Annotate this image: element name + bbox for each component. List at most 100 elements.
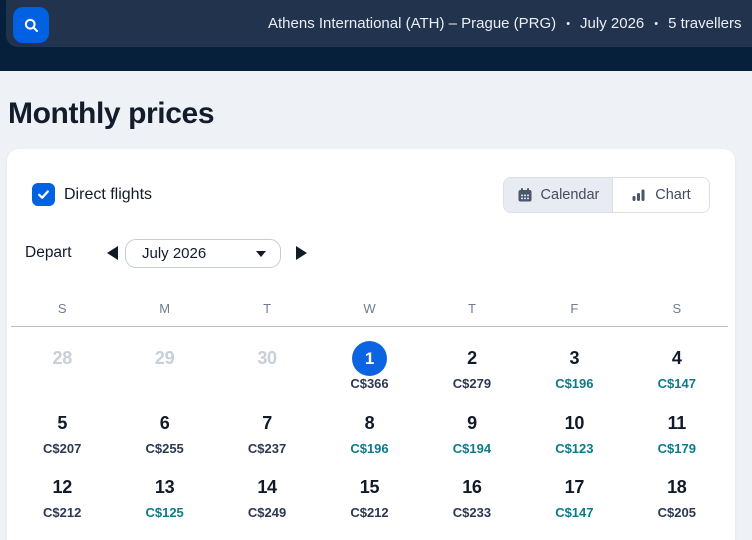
day-number: 6 <box>159 412 170 433</box>
calendar-day-cell[interactable]: 6 C$255 <box>113 404 215 469</box>
day-price: C$366 <box>350 376 389 391</box>
day-number: 18 <box>667 477 687 497</box>
day-number: 29 <box>154 348 175 368</box>
view-toggle: Calendar Chart <box>503 177 710 213</box>
calendar-day-cell[interactable]: 2 C$279 <box>421 339 523 404</box>
calendar-day-cell[interactable]: 7 C$237 <box>216 404 318 469</box>
calendar-day-cell[interactable]: 17 C$147 <box>523 468 625 533</box>
calendar-grid: 28 29 30 1 C$366 2 C$279 3 C$196 4 C$147 5 C$… <box>11 339 728 533</box>
day-price: C$147 <box>657 376 696 391</box>
check-icon <box>38 190 49 199</box>
calendar-day-cell[interactable]: 4 C$147 <box>626 339 728 404</box>
day-number: 1 <box>364 348 375 368</box>
direct-flights-label[interactable]: Direct flights <box>64 186 153 203</box>
trip-travellers: 5 travellers <box>668 15 742 32</box>
calendar-divider <box>11 326 728 327</box>
previous-month-button[interactable] <box>103 243 121 263</box>
calendar-day-cell[interactable]: 3 C$196 <box>523 339 625 404</box>
day-number: 4 <box>671 348 682 368</box>
trip-summary[interactable]: Athens International (ATH) – Prague (PRG… <box>268 0 741 47</box>
calendar-view-button[interactable]: Calendar <box>504 178 612 212</box>
dow-label: S <box>57 301 67 316</box>
day-price: C$212 <box>43 505 82 520</box>
chevron-left-icon <box>106 246 118 260</box>
dow-label: T <box>467 301 476 316</box>
calendar-day-cell[interactable]: 10 C$123 <box>523 404 625 469</box>
calendar-day-cell[interactable]: 15 C$212 <box>318 468 420 533</box>
month-select[interactable]: July 2026 <box>125 239 281 268</box>
calendar-day-cell[interactable]: 8 C$196 <box>318 404 420 469</box>
day-price: C$249 <box>247 505 287 520</box>
calendar-day-cell[interactable]: 9 C$194 <box>421 404 523 469</box>
monthly-prices-card: Direct flights Calendar <box>7 149 735 540</box>
calendar-day-cell[interactable]: 18 C$205 <box>626 468 728 533</box>
month-select-value: July 2026 <box>142 245 207 262</box>
direct-flights-checkbox[interactable] <box>32 183 55 206</box>
calendar-day-cell: 30 <box>216 339 318 404</box>
day-price: C$237 <box>247 440 287 456</box>
day-number: 11 <box>667 412 687 433</box>
calendar-day-cell: 29 <box>113 339 215 404</box>
day-number: 2 <box>467 348 477 368</box>
calendar-day-cell[interactable]: 5 C$207 <box>11 404 113 469</box>
calendar-view-label: Calendar <box>540 187 600 203</box>
search-button[interactable] <box>13 7 49 43</box>
separator-dot: • <box>654 18 659 30</box>
day-number: 15 <box>359 477 380 497</box>
day-price: C$179 <box>657 440 696 456</box>
calendar-day-cell[interactable]: 13 C$125 <box>113 468 215 533</box>
day-number: 16 <box>462 477 482 497</box>
day-price: C$212 <box>350 505 389 520</box>
day-number: 3 <box>569 348 580 368</box>
search-summary-bar: Athens International (ATH) – Prague (PRG… <box>6 0 752 47</box>
dow-label: W <box>363 301 376 316</box>
day-price: C$279 <box>452 376 492 391</box>
day-number: 17 <box>564 477 585 497</box>
day-price: C$255 <box>145 440 184 456</box>
trip-month: July 2026 <box>580 15 645 32</box>
day-number: 30 <box>257 348 277 368</box>
day-number: 28 <box>52 348 72 368</box>
day-number: 13 <box>154 477 175 497</box>
day-number: 14 <box>257 477 277 497</box>
day-price: C$207 <box>43 440 82 456</box>
dow-label: M <box>159 301 171 316</box>
next-month-button[interactable] <box>292 243 310 263</box>
day-number: 10 <box>564 412 585 433</box>
day-price: C$205 <box>657 505 696 520</box>
chevron-right-icon <box>295 246 307 260</box>
dow-label: T <box>263 301 272 316</box>
chart-view-label: Chart <box>655 187 691 203</box>
dow-label: S <box>672 301 682 316</box>
depart-label: Depart <box>25 244 72 261</box>
chevron-down-icon <box>256 250 266 257</box>
day-price: C$233 <box>452 505 492 520</box>
page-title: Monthly prices <box>8 97 215 130</box>
day-price: C$196 <box>350 440 389 456</box>
dow-label: F <box>570 301 579 316</box>
day-number: 5 <box>57 412 68 433</box>
calendar-day-cell[interactable]: 11 C$179 <box>626 404 728 469</box>
search-icon <box>23 17 40 34</box>
day-price: C$196 <box>555 376 594 391</box>
day-number: 12 <box>52 477 72 497</box>
day-of-week-header: S M T W T F S <box>11 301 728 316</box>
calendar-day-cell[interactable]: 12 C$212 <box>11 468 113 533</box>
day-price: C$194 <box>452 440 492 456</box>
chart-icon <box>631 187 647 203</box>
calendar-day-cell[interactable]: 16 C$233 <box>421 468 523 533</box>
calendar-day-cell[interactable]: 1 C$366 <box>318 339 420 404</box>
separator-dot: • <box>566 18 571 30</box>
day-number: 8 <box>364 412 375 433</box>
day-number: 9 <box>467 412 477 433</box>
day-number: 7 <box>262 412 272 433</box>
day-price: C$123 <box>555 440 594 456</box>
day-price: C$147 <box>555 505 594 520</box>
trip-route: Athens International (ATH) – Prague (PRG… <box>268 15 557 32</box>
day-price: C$125 <box>145 505 184 520</box>
calendar-day-cell: 28 <box>11 339 113 404</box>
calendar-icon <box>517 187 533 203</box>
chart-view-button[interactable]: Chart <box>611 178 709 212</box>
calendar-day-cell[interactable]: 14 C$249 <box>216 468 318 533</box>
top-navigation-bar: Athens International (ATH) – Prague (PRG… <box>0 0 752 71</box>
